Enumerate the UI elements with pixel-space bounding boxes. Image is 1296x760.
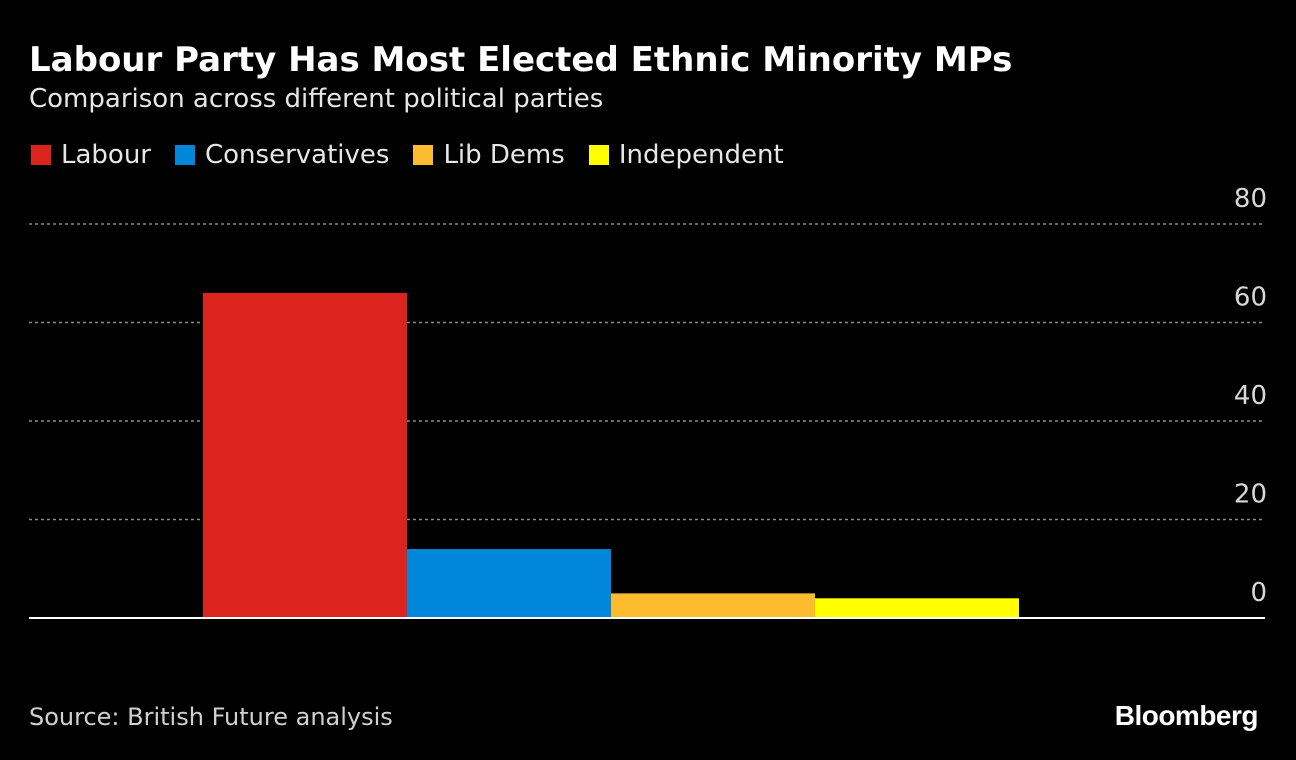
legend-swatch-lib-dems bbox=[413, 145, 434, 165]
bar-labour bbox=[203, 292, 407, 618]
y-tick-label-80: 80 bbox=[1234, 184, 1267, 214]
y-tick-label-40: 40 bbox=[1234, 381, 1267, 411]
legend: Labour Conservatives Lib Dems Independen… bbox=[31, 140, 808, 170]
legend-label-conservatives: Conservatives bbox=[205, 140, 390, 170]
source-note: Source: British Future analysis bbox=[29, 703, 393, 731]
legend-item-labour: Labour bbox=[31, 140, 151, 170]
legend-swatch-conservatives bbox=[175, 145, 195, 165]
legend-item-independent: Independent bbox=[588, 140, 784, 170]
legend-swatch-labour bbox=[31, 145, 51, 165]
y-tick-label-60: 60 bbox=[1234, 283, 1267, 313]
bloomberg-logo: Bloomberg bbox=[1114, 700, 1259, 731]
bar-lib-dems bbox=[611, 593, 815, 618]
y-tick-label-0: 0 bbox=[1250, 578, 1267, 608]
chart-subtitle: Comparison across different political pa… bbox=[29, 84, 604, 114]
legend-swatch-independent bbox=[588, 145, 609, 165]
bar-independent bbox=[815, 598, 1019, 618]
legend-label-lib-dems: Lib Dems bbox=[443, 140, 565, 170]
y-tick-label-20: 20 bbox=[1234, 480, 1267, 510]
legend-item-lib-dems: Lib Dems bbox=[413, 140, 565, 170]
chart-title: Labour Party Has Most Elected Ethnic Min… bbox=[29, 40, 1013, 80]
legend-label-labour: Labour bbox=[61, 140, 151, 170]
bar-conservatives bbox=[407, 549, 611, 618]
legend-label-independent: Independent bbox=[618, 140, 784, 170]
legend-item-conservatives: Conservatives bbox=[175, 140, 389, 170]
